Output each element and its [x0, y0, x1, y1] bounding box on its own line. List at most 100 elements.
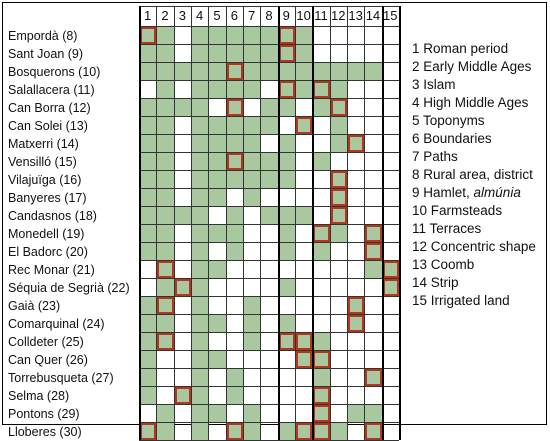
cell-green [191, 45, 209, 62]
row-name: El Badorc (20) [8, 245, 88, 259]
row-name: Séquia de Segrià (22) [8, 281, 130, 295]
cell-green [365, 405, 382, 422]
cell-green [140, 189, 157, 206]
cell-green-red-border [330, 189, 347, 206]
cell-green [313, 333, 330, 350]
grid-vline [190, 6, 192, 440]
cell-green [140, 387, 157, 404]
legend-item-11: 11 Terraces [412, 220, 481, 238]
row-name: Bosquerons (10) [8, 65, 101, 79]
cell-green-red-border [295, 423, 313, 440]
grid-hline [139, 116, 399, 117]
cell-green [313, 369, 330, 386]
legend-number: 13 [412, 257, 428, 272]
cell-green-red-border [226, 99, 243, 116]
legend-number: 8 [412, 167, 420, 182]
cell-green [330, 225, 347, 242]
grid-hline [139, 296, 399, 297]
cell-green [278, 207, 295, 224]
column-header-9: 9 [282, 8, 290, 23]
cell-green [261, 45, 278, 62]
cell-green [347, 63, 365, 80]
grid-hline [139, 26, 399, 27]
grid-vline [208, 6, 210, 440]
grid-hline [139, 314, 399, 315]
cell-green [226, 225, 243, 242]
legend-label: High Middle Ages [423, 95, 529, 110]
cell-green [226, 117, 243, 134]
cell-green [226, 243, 243, 260]
cell-green-red-border [365, 423, 382, 440]
cell-green [191, 81, 209, 98]
legend-label-italic: almúnia [473, 185, 521, 200]
grid-hline [139, 188, 399, 189]
row-name: Comarquinal (24) [8, 317, 105, 331]
grid-vline [277, 6, 280, 440]
cell-green [191, 243, 209, 260]
cell-green [365, 63, 382, 80]
grid-hline [139, 278, 399, 279]
cell-green [191, 27, 209, 44]
cell-green [140, 225, 157, 242]
cell-green [157, 27, 174, 44]
cell-green [140, 315, 157, 332]
legend-label: Concentric shape [430, 239, 536, 254]
legend-number: 10 [412, 203, 428, 218]
cell-green [209, 351, 226, 368]
column-header-1: 1 [144, 8, 152, 23]
cell-green [140, 351, 157, 368]
cell-green-red-border [313, 81, 330, 98]
cell-green [261, 153, 278, 170]
legend-number: 11 [412, 221, 427, 236]
cell-green [209, 117, 226, 134]
column-header-5: 5 [213, 8, 221, 23]
legend-number: 15 [412, 293, 428, 308]
legend-number: 4 [412, 95, 420, 110]
cell-green [243, 63, 261, 80]
grid-hline [139, 404, 399, 405]
cell-green [243, 189, 261, 206]
cell-green-red-border [226, 63, 243, 80]
cell-green [191, 351, 209, 368]
cell-green [140, 369, 157, 386]
cell-green [157, 99, 174, 116]
cell-green [174, 63, 191, 80]
cell-green [243, 117, 261, 134]
cell-green-red-border [347, 135, 365, 152]
cell-green [330, 117, 347, 134]
column-header-7: 7 [248, 8, 256, 23]
cell-green [226, 171, 243, 188]
cell-green-red-border [278, 81, 295, 98]
cell-green [313, 153, 330, 170]
grid-hline [139, 422, 399, 423]
grid-hline [139, 170, 399, 171]
cell-green [209, 63, 226, 80]
grid-hline [139, 350, 399, 351]
legend-label: Farmsteads [430, 203, 503, 218]
row-name: Lloberes (30) [8, 425, 82, 439]
cell-green-red-border [157, 297, 174, 314]
cell-green [140, 135, 157, 152]
cell-green [140, 45, 157, 62]
row-name: Monedell (19) [8, 227, 85, 241]
grid-hline [139, 6, 399, 7]
row-name: Colldeter (25) [8, 335, 84, 349]
legend-number: 3 [412, 77, 420, 92]
grid-vline [225, 6, 227, 440]
cell-green-red-border [330, 171, 347, 188]
column-header-4: 4 [196, 8, 204, 23]
figure-frame [2, 2, 547, 425]
legend-number: 6 [412, 131, 420, 146]
cell-green-red-border [313, 387, 330, 404]
legend-number: 7 [412, 149, 420, 164]
legend-item-5: 5 Toponyms [412, 112, 485, 130]
legend-item-8: 8 Rural area, district [412, 166, 533, 184]
cell-green [191, 387, 209, 404]
cell-green [157, 423, 174, 440]
column-header-15: 15 [383, 8, 398, 23]
cell-green [157, 405, 174, 422]
cell-green [243, 135, 261, 152]
cell-green [191, 135, 209, 152]
cell-green [140, 243, 157, 260]
grid-vline [346, 6, 348, 440]
